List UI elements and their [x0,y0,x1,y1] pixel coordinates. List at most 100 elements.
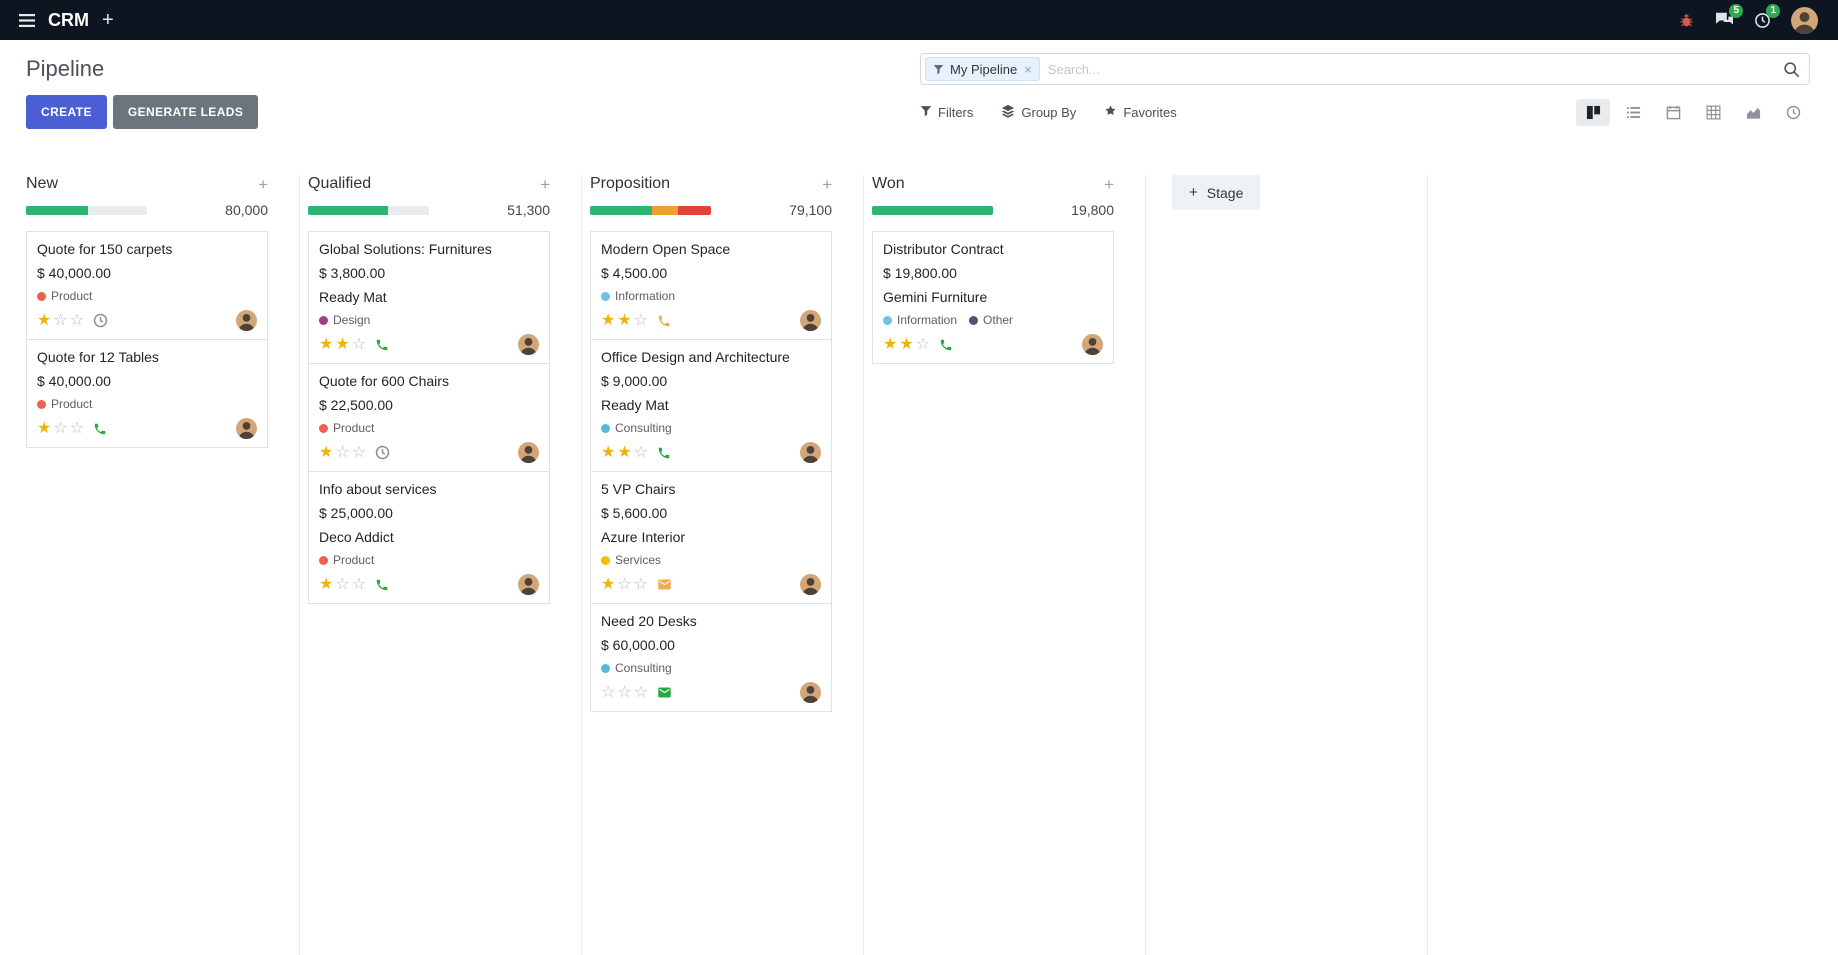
star-icon[interactable] [617,445,631,461]
progress-segment[interactable] [678,205,711,215]
view-activity-button[interactable] [1776,99,1810,126]
filters-button[interactable]: Filters [920,101,973,124]
search-input[interactable] [1047,61,1783,77]
activity-phone-icon[interactable] [657,314,671,328]
card-title[interactable]: Quote for 600 Chairs [319,373,449,389]
avatar[interactable] [236,310,257,331]
kanban-card[interactable]: Global Solutions: Furnitures $ 3,800.00 … [308,231,550,364]
column-add-button[interactable]: + [258,174,268,194]
search-bar[interactable]: My Pipeline × [920,53,1810,85]
star-icon[interactable] [617,685,631,701]
column-title[interactable]: Won [872,175,905,192]
activity-envelope-icon[interactable] [657,685,672,700]
progress-segment[interactable] [308,205,388,215]
card-title[interactable]: Quote for 150 carpets [37,241,173,257]
avatar[interactable] [518,442,539,463]
star-icon[interactable] [37,313,51,329]
card-title[interactable]: Distributor Contract [883,241,1004,257]
column-title[interactable]: Proposition [590,175,671,192]
star-icon[interactable] [899,337,913,353]
star-icon[interactable] [335,445,349,461]
column-progressbar[interactable] [590,205,711,215]
star-icon[interactable] [37,421,51,437]
search-icon[interactable] [1783,61,1800,78]
kanban-card[interactable]: Distributor Contract $ 19,800.00 Gemini … [872,231,1114,364]
card-title[interactable]: 5 VP Chairs [601,481,676,497]
star-icon[interactable] [634,577,648,593]
star-icon[interactable] [601,313,615,329]
progress-segment[interactable] [872,205,993,215]
star-icon[interactable] [319,445,333,461]
avatar[interactable] [518,574,539,595]
star-icon[interactable] [335,577,349,593]
star-icon[interactable] [352,577,366,593]
apps-menu-button[interactable] [10,0,44,40]
column-add-button[interactable]: + [822,174,832,194]
card-title[interactable]: Quote for 12 Tables [37,349,159,365]
add-stage-button[interactable]: + Stage [1172,175,1261,210]
kanban-card[interactable]: Quote for 600 Chairs $ 22,500.00 Product [308,363,550,472]
star-icon[interactable] [617,577,631,593]
star-icon[interactable] [352,337,366,353]
column-progressbar[interactable] [872,205,993,215]
star-icon[interactable] [70,313,84,329]
facet-remove-icon[interactable]: × [1024,61,1032,77]
star-icon[interactable] [53,313,67,329]
view-list-button[interactable] [1616,99,1650,126]
star-icon[interactable] [352,445,366,461]
star-icon[interactable] [617,313,631,329]
avatar[interactable] [800,574,821,595]
card-title[interactable]: Office Design and Architecture [601,349,790,365]
avatar[interactable] [800,310,821,331]
card-title[interactable]: Need 20 Desks [601,613,697,629]
card-title[interactable]: Modern Open Space [601,241,731,257]
kanban-card[interactable]: Quote for 12 Tables $ 40,000.00 Product [26,339,268,448]
star-icon[interactable] [319,337,333,353]
debug-button[interactable] [1668,0,1705,40]
star-icon[interactable] [601,577,615,593]
group-by-button[interactable]: Group By [1001,100,1076,125]
create-button[interactable]: CREATE [26,95,107,129]
star-icon[interactable] [70,421,84,437]
star-icon[interactable] [634,445,648,461]
avatar[interactable] [236,418,257,439]
search-facet[interactable]: My Pipeline × [925,57,1040,81]
kanban-card[interactable]: Info about services $ 25,000.00 Deco Add… [308,471,550,604]
column-add-button[interactable]: + [1104,174,1114,194]
card-title[interactable]: Global Solutions: Furnitures [319,241,492,257]
view-pivot-button[interactable] [1696,99,1730,126]
kanban-card[interactable]: 5 VP Chairs $ 5,600.00 Azure Interior Se… [590,471,832,604]
add-app-button[interactable]: + [93,0,123,40]
star-icon[interactable] [601,445,615,461]
kanban-card[interactable]: Modern Open Space $ 4,500.00 Information [590,231,832,340]
activity-phone-icon[interactable] [375,338,389,352]
progress-segment[interactable] [26,205,88,215]
activities-button[interactable]: 1 [1744,0,1781,40]
activity-phone-icon[interactable] [657,446,671,460]
activity-phone-icon[interactable] [93,422,107,436]
column-progressbar[interactable] [308,205,429,215]
view-calendar-button[interactable] [1656,99,1690,126]
activity-clock-icon[interactable] [93,313,108,328]
messages-button[interactable]: 5 [1705,0,1744,40]
star-icon[interactable] [634,313,648,329]
column-add-button[interactable]: + [540,174,550,194]
kanban-card[interactable]: Need 20 Desks $ 60,000.00 Consulting [590,603,832,712]
progress-segment[interactable] [651,205,679,215]
activity-phone-icon[interactable] [939,338,953,352]
column-title[interactable]: New [26,175,59,192]
activity-phone-icon[interactable] [375,578,389,592]
activity-envelope-icon[interactable] [657,577,672,592]
avatar[interactable] [518,334,539,355]
star-icon[interactable] [319,577,333,593]
kanban-card[interactable]: Quote for 150 carpets $ 40,000.00 Produc… [26,231,268,340]
generate-leads-button[interactable]: GENERATE LEADS [112,95,259,129]
avatar[interactable] [800,442,821,463]
column-progressbar[interactable] [26,205,147,215]
progress-segment[interactable] [590,205,652,215]
star-icon[interactable] [883,337,897,353]
star-icon[interactable] [916,337,930,353]
star-icon[interactable] [601,685,615,701]
card-title[interactable]: Info about services [319,481,437,497]
avatar[interactable] [1082,334,1103,355]
